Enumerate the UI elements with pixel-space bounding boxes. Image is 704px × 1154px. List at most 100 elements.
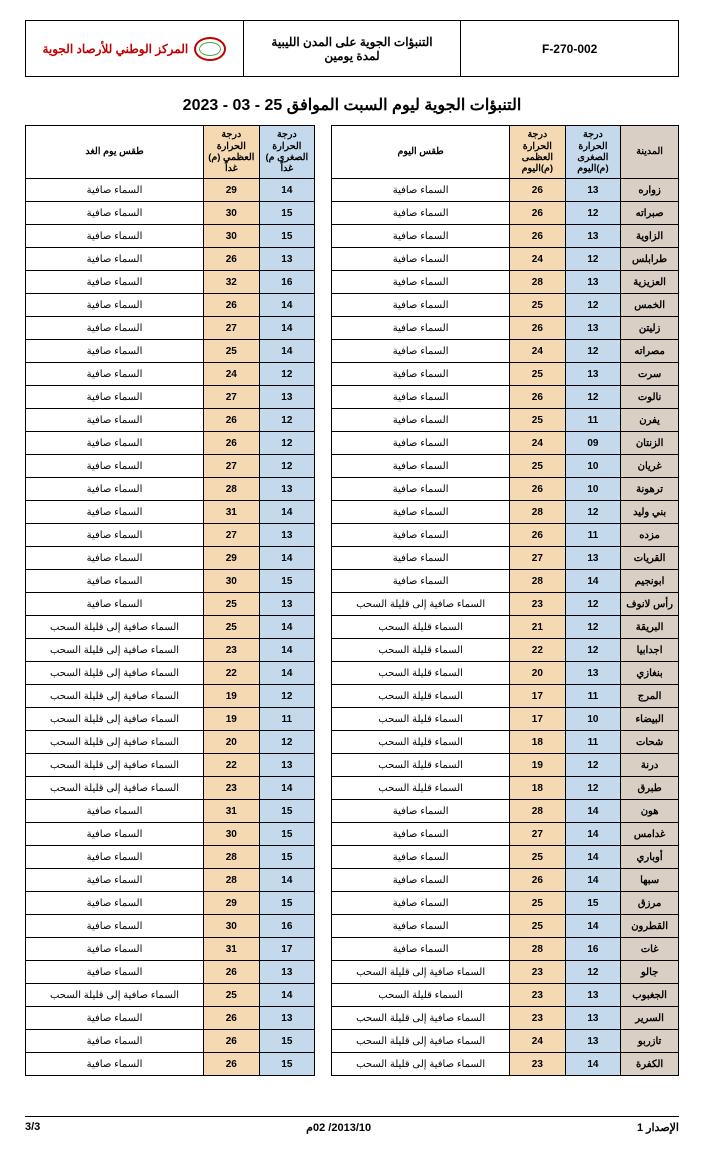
cell-city: أوباري xyxy=(621,846,679,869)
cell-tmax-tomorrow: 19 xyxy=(204,708,260,731)
table-row: يفرن1125السماء صافية1226السماء صافية xyxy=(26,409,679,432)
forecast-table: المدينة درجة الحرارة الصغرى (م)اليوم درج… xyxy=(25,125,679,1076)
cell-tmax-tomorrow: 25 xyxy=(204,616,260,639)
cell-weather-today: السماء صافية xyxy=(332,915,510,938)
cell-tmax-tomorrow: 20 xyxy=(204,731,260,754)
cell-tmax-tomorrow: 23 xyxy=(204,639,260,662)
cell-tmin-today: 14 xyxy=(565,823,621,846)
cell-tmax-tomorrow: 29 xyxy=(204,892,260,915)
cell-tmax-today: 28 xyxy=(510,501,566,524)
cell-tmax-today: 26 xyxy=(510,478,566,501)
cell-gap xyxy=(315,984,332,1007)
cell-gap xyxy=(315,662,332,685)
cell-tmin-today: 10 xyxy=(565,708,621,731)
cell-tmin-tomorrow: 12 xyxy=(259,409,315,432)
cell-tmax-today: 23 xyxy=(510,984,566,1007)
cell-tmin-today: 10 xyxy=(565,478,621,501)
footer-page: 3/3 xyxy=(25,1121,40,1134)
cell-gap xyxy=(315,754,332,777)
cell-tmin-tomorrow: 15 xyxy=(259,1030,315,1053)
cell-tmin-today: 14 xyxy=(565,915,621,938)
cell-city: الزاوية xyxy=(621,225,679,248)
cell-tmin-tomorrow: 12 xyxy=(259,455,315,478)
cell-weather-today: السماء قليلة السحب xyxy=(332,708,510,731)
cell-weather-today: السماء صافية xyxy=(332,432,510,455)
cell-weather-tomorrow: السماء صافية xyxy=(26,294,204,317)
cell-tmax-tomorrow: 30 xyxy=(204,225,260,248)
cell-tmin-tomorrow: 14 xyxy=(259,317,315,340)
cell-weather-tomorrow: السماء صافية xyxy=(26,869,204,892)
cell-gap xyxy=(315,248,332,271)
cell-city: درنة xyxy=(621,754,679,777)
cell-gap xyxy=(315,846,332,869)
cell-tmin-tomorrow: 15 xyxy=(259,225,315,248)
cell-weather-today: السماء صافية xyxy=(332,570,510,593)
cell-weather-tomorrow: السماء صافية إلى قليلة السحب xyxy=(26,731,204,754)
cell-weather-tomorrow: السماء صافية xyxy=(26,1007,204,1030)
cell-city: بنغازي xyxy=(621,662,679,685)
cell-city: زواره xyxy=(621,179,679,202)
cell-tmax-tomorrow: 22 xyxy=(204,754,260,777)
cell-gap xyxy=(315,225,332,248)
cell-weather-tomorrow: السماء صافية xyxy=(26,823,204,846)
cell-tmin-tomorrow: 15 xyxy=(259,846,315,869)
cell-city: طرابلس xyxy=(621,248,679,271)
cell-weather-tomorrow: السماء صافية xyxy=(26,432,204,455)
cell-weather-today: السماء صافية xyxy=(332,294,510,317)
cell-gap xyxy=(315,271,332,294)
cell-tmax-tomorrow: 25 xyxy=(204,340,260,363)
cell-city: المرج xyxy=(621,685,679,708)
table-row: القطرون1425السماء صافية1630السماء صافية xyxy=(26,915,679,938)
cell-weather-tomorrow: السماء صافية إلى قليلة السحب xyxy=(26,685,204,708)
doc-title-line2: لمدة يومين xyxy=(271,49,432,63)
cell-weather-today: السماء صافية xyxy=(332,225,510,248)
cell-tmax-tomorrow: 22 xyxy=(204,662,260,685)
cell-tmax-tomorrow: 26 xyxy=(204,432,260,455)
th-tmin-tomorrow: درجة الحرارة الصغرى م) غداً xyxy=(259,126,315,179)
cell-tmin-today: 12 xyxy=(565,248,621,271)
cell-tmin-tomorrow: 11 xyxy=(259,708,315,731)
cell-tmax-tomorrow: 30 xyxy=(204,915,260,938)
cell-tmax-tomorrow: 30 xyxy=(204,570,260,593)
cell-tmax-tomorrow: 23 xyxy=(204,777,260,800)
cell-weather-today: السماء صافية xyxy=(332,938,510,961)
table-row: جالو1223السماء صافية إلى قليلة السحب1326… xyxy=(26,961,679,984)
cell-tmax-tomorrow: 30 xyxy=(204,823,260,846)
cell-weather-today: السماء صافية xyxy=(332,547,510,570)
cell-gap xyxy=(315,179,332,202)
cell-tmin-today: 11 xyxy=(565,685,621,708)
cell-weather-tomorrow: السماء صافية xyxy=(26,271,204,294)
footer: الإصدار 1 2013/10/ 02م 3/3 xyxy=(25,1116,679,1134)
cell-tmax-today: 22 xyxy=(510,639,566,662)
cell-tmin-tomorrow: 14 xyxy=(259,547,315,570)
cell-weather-tomorrow: السماء صافية إلى قليلة السحب xyxy=(26,754,204,777)
cell-gap xyxy=(315,616,332,639)
cell-tmin-tomorrow: 12 xyxy=(259,363,315,386)
cell-tmax-today: 26 xyxy=(510,317,566,340)
table-row: الجغبوب1323السماء قليلة السحب1425السماء … xyxy=(26,984,679,1007)
th-tmin-today: درجة الحرارة الصغرى (م)اليوم xyxy=(565,126,621,179)
cell-weather-tomorrow: السماء صافية إلى قليلة السحب xyxy=(26,984,204,1007)
cell-tmin-today: 12 xyxy=(565,386,621,409)
cell-weather-today: السماء قليلة السحب xyxy=(332,639,510,662)
cell-city: بني وليد xyxy=(621,501,679,524)
cell-weather-tomorrow: السماء صافية إلى قليلة السحب xyxy=(26,708,204,731)
cell-weather-today: السماء صافية xyxy=(332,501,510,524)
cell-tmin-today: 13 xyxy=(565,1030,621,1053)
cell-tmax-tomorrow: 32 xyxy=(204,271,260,294)
cell-tmax-today: 24 xyxy=(510,340,566,363)
cell-tmin-tomorrow: 13 xyxy=(259,524,315,547)
cell-tmax-tomorrow: 27 xyxy=(204,455,260,478)
cell-tmax-today: 28 xyxy=(510,800,566,823)
cell-city: سبها xyxy=(621,869,679,892)
cell-tmax-tomorrow: 26 xyxy=(204,961,260,984)
cell-gap xyxy=(315,938,332,961)
cell-tmin-tomorrow: 14 xyxy=(259,662,315,685)
cell-tmax-today: 25 xyxy=(510,409,566,432)
doc-code: F-270-002 xyxy=(542,42,597,56)
cell-city: القريات xyxy=(621,547,679,570)
cell-gap xyxy=(315,478,332,501)
cell-city: يفرن xyxy=(621,409,679,432)
cell-gap xyxy=(315,1007,332,1030)
cell-city: اجدابيا xyxy=(621,639,679,662)
